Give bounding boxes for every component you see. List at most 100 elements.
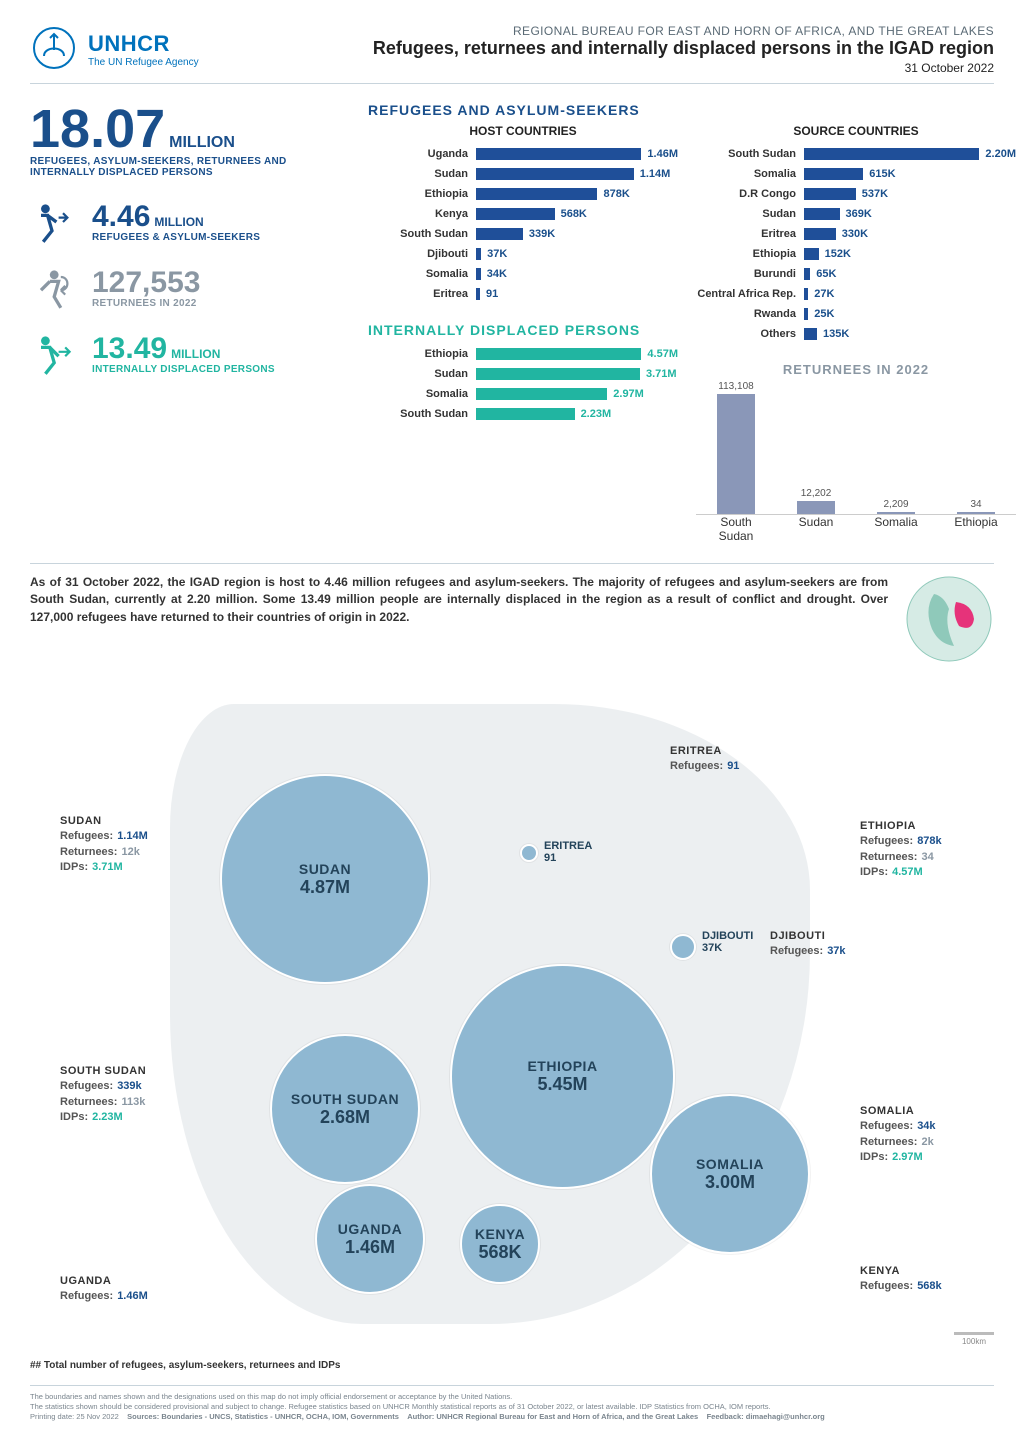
bar-value: 37K bbox=[487, 248, 507, 260]
bar-value: 1.46M bbox=[647, 148, 678, 160]
bar-value: 615K bbox=[869, 168, 895, 180]
bar-row: South Sudan 339K bbox=[368, 224, 678, 244]
callout-key: Refugees: bbox=[60, 1079, 113, 1094]
bubble-name: UGANDA bbox=[338, 1221, 402, 1237]
bar-fill bbox=[476, 268, 481, 280]
callout-country: UGANDA bbox=[60, 1274, 148, 1289]
total-unit: MILLION bbox=[169, 134, 235, 151]
refugees-caption: REFUGEES & ASYLUM-SEEKERS bbox=[92, 232, 260, 243]
bureau-line: REGIONAL BUREAU FOR EAST AND HORN OF AFR… bbox=[373, 24, 994, 38]
bubble-name: SUDAN bbox=[299, 861, 351, 877]
bar-value: 568K bbox=[561, 208, 587, 220]
report-date: 31 October 2022 bbox=[373, 61, 994, 75]
bar-fill bbox=[476, 148, 641, 160]
returnee-column: 34 bbox=[946, 499, 1006, 514]
bar-row: Sudan3.71M bbox=[368, 364, 678, 384]
org-name: UNHCR bbox=[88, 31, 199, 57]
callout-val: 4.57M bbox=[892, 865, 923, 880]
bar-value: 330K bbox=[842, 228, 868, 240]
bar-fill bbox=[476, 168, 634, 180]
callout-val: 2.23M bbox=[92, 1110, 123, 1125]
callout-key: Refugees: bbox=[60, 1289, 113, 1304]
callout-val: 2.97M bbox=[892, 1150, 923, 1165]
bar-value: 4.57M bbox=[647, 348, 678, 360]
bar-label: Sudan bbox=[696, 208, 796, 220]
callout-val: 113k bbox=[121, 1095, 145, 1110]
unhcr-logo: UNHCR The UN Refugee Agency bbox=[30, 24, 199, 75]
bar-row: South Sudan2.20M bbox=[696, 144, 1016, 164]
bar-label: Ethiopia bbox=[368, 188, 468, 200]
bar-row: Djibouti37K bbox=[368, 244, 678, 264]
bar-row: South Sudan2.23M bbox=[368, 404, 678, 424]
map-region: SUDAN4.87M ERITREA91 ETHIOPIA5.45M DJIBOUTI… bbox=[30, 674, 994, 1354]
bar-value: 91 bbox=[486, 288, 498, 300]
bar-value: 65K bbox=[816, 268, 836, 280]
refugees-value: 4.46 bbox=[92, 200, 150, 233]
callout-val: 34 bbox=[921, 850, 933, 865]
map-bubble: UGANDA1.46M bbox=[315, 1184, 425, 1294]
returnee-column: 113,108 bbox=[706, 381, 766, 514]
col-label: Ethiopia bbox=[946, 515, 1006, 543]
bar-label: Burundi bbox=[696, 268, 796, 280]
bar-row: Ethiopia152K bbox=[696, 244, 1016, 264]
bar-label: Ethiopia bbox=[368, 348, 468, 360]
callout-val: 34k bbox=[917, 1119, 935, 1134]
col-bar bbox=[797, 501, 835, 514]
callout-country: DJIBOUTI bbox=[770, 929, 846, 944]
callout-key: Returnees: bbox=[60, 1095, 117, 1110]
map-bubble: SOUTH SUDAN2.68M bbox=[270, 1034, 420, 1184]
bubble-name: SOUTH SUDAN bbox=[291, 1091, 399, 1107]
returnees-chart: 113,10812,2022,20934 bbox=[696, 385, 1016, 515]
map-bubble bbox=[520, 844, 538, 862]
callout-val: 1.46M bbox=[117, 1289, 148, 1304]
footer-author: Author: UNHCR Regional Bureau for East a… bbox=[407, 1412, 698, 1421]
bubble-value: 3.00M bbox=[705, 1172, 755, 1193]
bar-fill bbox=[804, 228, 836, 240]
map-bubble: KENYA568K bbox=[460, 1204, 540, 1284]
bar-fill bbox=[476, 208, 555, 220]
bar-value: 369K bbox=[846, 208, 872, 220]
bubble-name: KENYA bbox=[475, 1226, 525, 1242]
callout-val: 12k bbox=[121, 845, 139, 860]
bar-row: Ethiopia 4.57M bbox=[368, 344, 678, 364]
callout-val: 568k bbox=[917, 1279, 941, 1294]
returnees-caption: RETURNEES IN 2022 bbox=[92, 298, 200, 309]
callout-key: Returnees: bbox=[860, 1135, 917, 1150]
bar-fill bbox=[804, 308, 808, 320]
bar-value: 339K bbox=[529, 228, 555, 240]
bar-label: Ethiopia bbox=[696, 248, 796, 260]
key-stats: 18.07MILLION REFUGEES, ASYLUM-SEEKERS, R… bbox=[30, 102, 350, 543]
bar-fill bbox=[804, 188, 856, 200]
ras-title: REFUGEES AND ASYLUM-SEEKERS bbox=[368, 102, 678, 118]
unhcr-logo-icon bbox=[30, 24, 78, 75]
bar-label: South Sudan bbox=[368, 408, 468, 420]
callout-country: SOMALIA bbox=[860, 1104, 936, 1119]
bar-fill bbox=[476, 388, 607, 400]
returnee-column: 12,202 bbox=[786, 488, 846, 514]
bubble-value: 568K bbox=[478, 1242, 521, 1263]
source-chart: South Sudan2.20MSomalia615KD.R Congo537K… bbox=[696, 144, 1016, 344]
returnees-value: 127,553 bbox=[92, 266, 200, 299]
host-title: HOST COUNTRIES bbox=[368, 124, 678, 138]
col-value: 34 bbox=[970, 499, 981, 510]
idp-icon bbox=[30, 332, 74, 376]
bar-label: South Sudan bbox=[368, 228, 468, 240]
bar-fill bbox=[804, 328, 817, 340]
header: UNHCR The UN Refugee Agency REGIONAL BUR… bbox=[30, 24, 994, 84]
callout-key: IDPs: bbox=[860, 865, 888, 880]
bar-value: 878K bbox=[603, 188, 629, 200]
bar-value: 135K bbox=[823, 328, 849, 340]
map-bubble: SUDAN4.87M bbox=[220, 774, 430, 984]
map-bubble-label: ERITREA91 bbox=[544, 840, 592, 864]
bar-label: Sudan bbox=[368, 368, 468, 380]
source-title: SOURCE COUNTRIES bbox=[696, 124, 1016, 138]
callout-country: SOUTH SUDAN bbox=[60, 1064, 146, 1079]
map-callout: ERITREARefugees:91 bbox=[670, 744, 739, 775]
bar-label: Sudan bbox=[368, 168, 468, 180]
bar-fill bbox=[804, 268, 810, 280]
bar-label: Somalia bbox=[368, 268, 468, 280]
bar-fill bbox=[476, 368, 640, 380]
col-value: 113,108 bbox=[718, 381, 753, 392]
map-bubble: ETHIOPIA5.45M bbox=[450, 964, 675, 1189]
callout-val: 1.14M bbox=[117, 829, 148, 844]
